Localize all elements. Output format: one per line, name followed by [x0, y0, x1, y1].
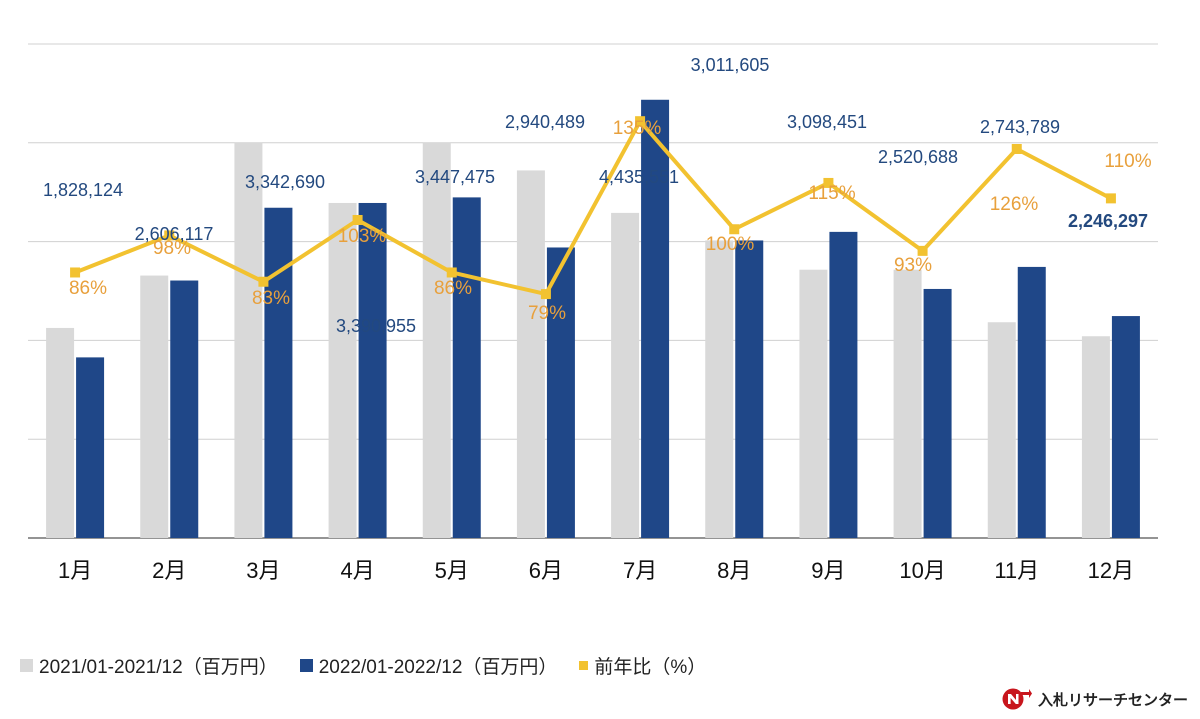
x-tick-label: 5月: [435, 558, 469, 583]
bar-2021: [234, 142, 263, 539]
bar-2021: [328, 202, 357, 539]
ratio-data-label: 135%: [613, 118, 662, 139]
legend-label-2022: 2022/01-2022/12（百万円）: [318, 657, 558, 678]
x-tick-label: 3月: [246, 558, 280, 583]
bar-2022: [358, 202, 387, 539]
bar-2021: [516, 170, 545, 538]
bar-2022: [641, 99, 670, 538]
bar-2022: [1111, 316, 1140, 538]
legend-item-ratio: 前年比（%）: [579, 652, 706, 679]
ratio-data-label: 115%: [808, 183, 855, 204]
ratio-marker: [917, 245, 928, 256]
ratio-data-label: 83%: [252, 288, 290, 309]
ratio-data-label: 110%: [1104, 151, 1151, 172]
bar-data-label: 3,447,475: [415, 167, 495, 187]
bar-2021: [705, 240, 734, 538]
legend-swatch-2022: [299, 659, 313, 672]
bar-data-label: 3,011,605: [691, 55, 770, 75]
ratio-marker: [164, 230, 175, 241]
legend-swatch-ratio: [579, 661, 589, 670]
ratio-marker: [823, 177, 834, 188]
legend-label-2021: 2021/01-2021/12（百万円）: [39, 657, 278, 678]
bar-data-label: 2,520,688: [878, 147, 958, 167]
bar-2022: [923, 288, 952, 538]
bar-2022: [1017, 266, 1046, 538]
x-tick-label: 11月: [994, 558, 1039, 583]
combo-chart: 1月 2月 3月 4月 5月 6月 7月 8月 9月 10月 11月 12月 1,828,124 2,6…: [28, 43, 1158, 583]
bar-2021: [611, 212, 640, 538]
legend: 2021/01-2021/12（百万円） 2022/01-2022/12（百万円…: [20, 652, 728, 679]
bar-2022: [735, 240, 764, 538]
bar-data-label: 2,246,297: [1068, 211, 1148, 231]
brand-logo: 入札リサーチセンター: [1002, 687, 1188, 711]
bar-2021: [987, 322, 1016, 538]
bar-data-label: 2,743,789: [980, 117, 1060, 137]
x-tick-label: 9月: [811, 558, 845, 583]
logo-mark-icon: [1002, 688, 1032, 710]
bar-data-label: 4,435,551: [599, 167, 679, 187]
bar-data-label: 2,940,489: [505, 112, 585, 132]
bar-2021: [422, 142, 451, 539]
bar-2021: [46, 327, 75, 538]
bar-2022: [170, 280, 199, 538]
ratio-marker: [352, 214, 363, 225]
ratio-data-label: 100%: [706, 234, 755, 255]
ratio-marker: [258, 276, 269, 287]
bar-2022: [264, 207, 293, 538]
bar-data-label: 1,828,124: [43, 180, 123, 200]
bar-data-label: 3,390,955: [336, 316, 416, 336]
x-tick-label: 1月: [58, 558, 92, 583]
bar-2022: [546, 247, 575, 539]
bar-data-label: 3,098,451: [787, 112, 867, 132]
bar-data-label: 3,342,690: [245, 172, 325, 192]
bar-2021: [893, 269, 922, 538]
x-tick-label: 6月: [529, 558, 563, 583]
ratio-marker: [1105, 193, 1116, 204]
ratio-data-label: 86%: [434, 278, 472, 299]
logo-text: 入札リサーチセンター: [1037, 691, 1188, 709]
bar-2022: [829, 231, 858, 538]
bar-data-label: 2,606,117: [135, 224, 214, 244]
bar-2021: [1081, 336, 1110, 538]
ratio-line: [70, 116, 1116, 300]
x-axis-ticks: 1月 2月 3月 4月 5月 6月 7月 8月 9月 10月 11月 12月: [58, 558, 1134, 583]
legend-label-ratio: 前年比（%）: [594, 657, 707, 678]
bars: [46, 99, 1140, 539]
ratio-data-label: 86%: [69, 278, 107, 299]
ratio-marker: [729, 224, 740, 235]
ratio-data-label: 126%: [990, 194, 1039, 215]
ratio-data-label: 93%: [894, 255, 932, 276]
gridlines: [28, 43, 1158, 539]
ratio-data-label: 98%: [153, 238, 191, 259]
legend-item-2022: 2022/01-2022/12（百万円）: [299, 652, 558, 679]
legend-item-2021: 2021/01-2021/12（百万円）: [20, 652, 278, 679]
ratio-marker: [70, 267, 81, 278]
bar-2021: [140, 275, 169, 538]
ratio-polyline: [74, 119, 1112, 297]
ratio-marker: [635, 116, 646, 127]
bar-2022: [452, 197, 481, 538]
x-tick-label: 2月: [152, 558, 186, 583]
x-tick-label: 8月: [717, 558, 751, 583]
ratio-data-label: 103%: [338, 226, 387, 247]
ratio-data-label: 79%: [528, 303, 566, 324]
x-tick-label: 4月: [340, 558, 374, 583]
ratio-marker: [540, 289, 551, 300]
bar-2021: [799, 269, 828, 538]
data-labels: 1,828,124 2,606,117 3,342,690 3,390,955 3,44…: [43, 55, 1152, 336]
x-tick-label: 10月: [899, 558, 945, 583]
ratio-marker: [1011, 143, 1022, 154]
x-tick-label: 7月: [623, 558, 657, 583]
x-tick-label: 12月: [1088, 558, 1134, 583]
ratio-marker: [446, 267, 457, 278]
bar-2022: [76, 357, 105, 538]
legend-swatch-2021: [20, 659, 33, 672]
